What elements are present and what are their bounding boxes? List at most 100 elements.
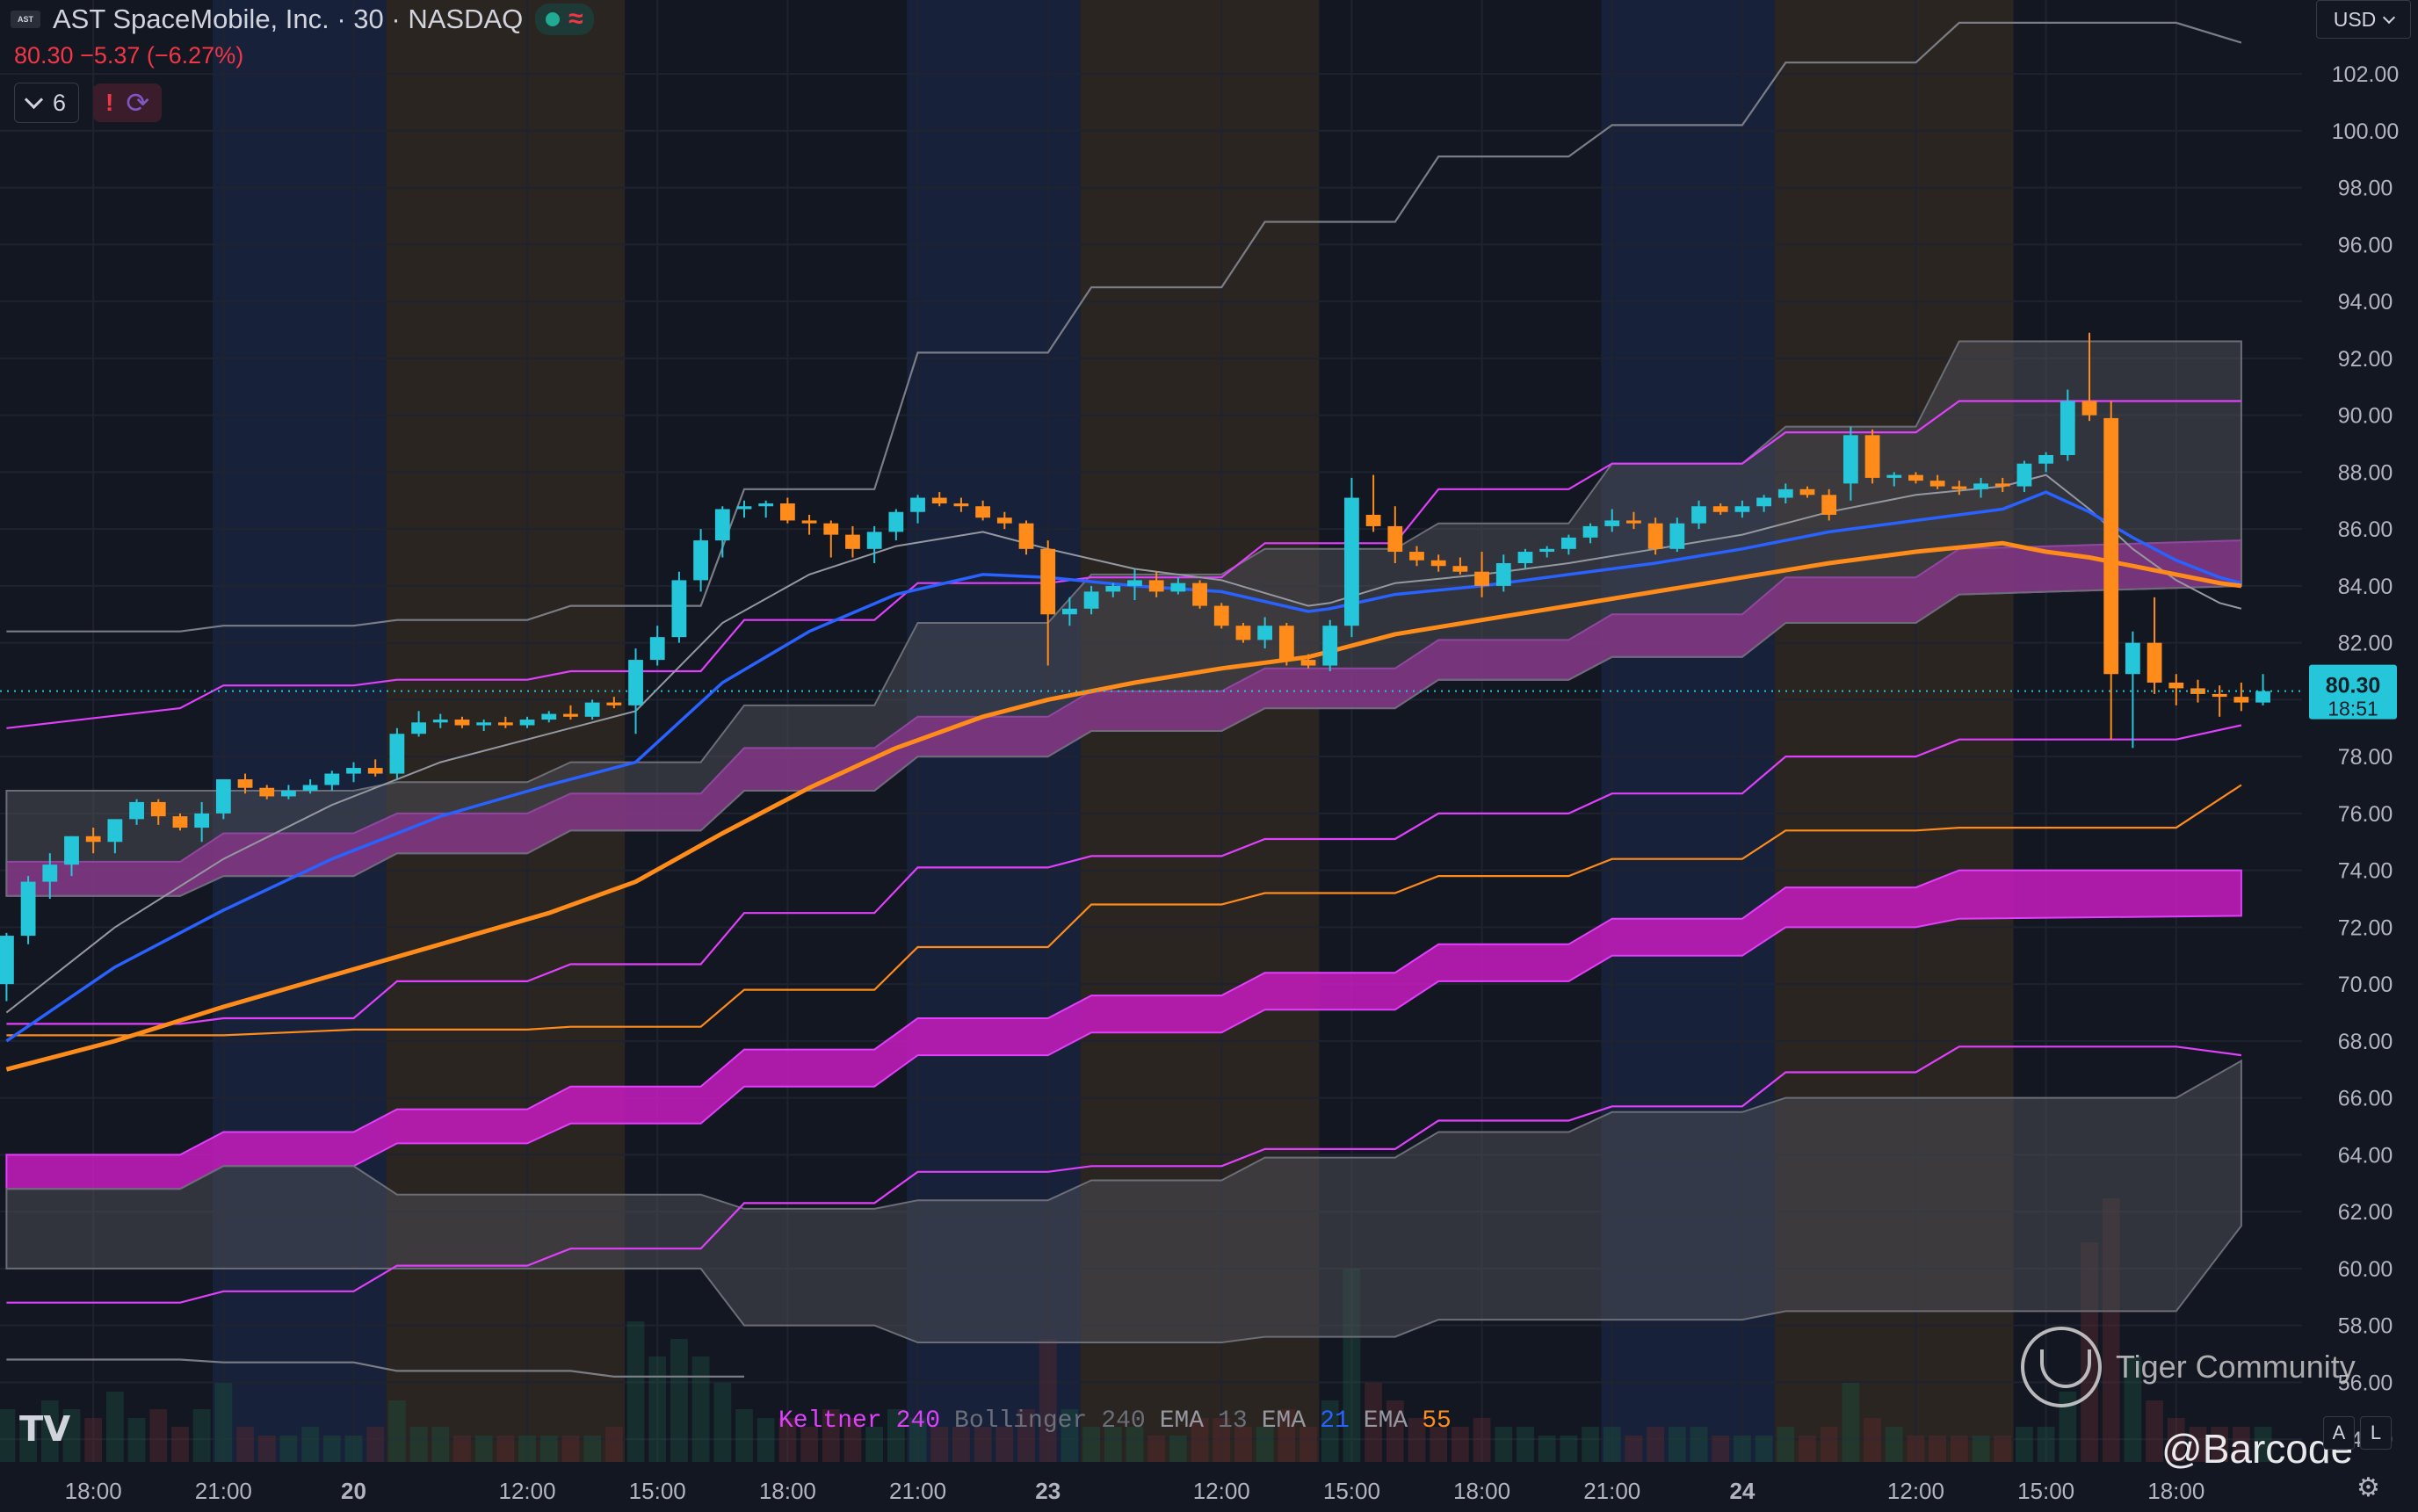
symbol-header[interactable]: AST AST SpaceMobile, Inc. · 30 · NASDAQ … bbox=[11, 4, 594, 35]
auto-scale-button[interactable]: A bbox=[2323, 1416, 2355, 1450]
community-name: Tiger Community bbox=[2116, 1349, 2356, 1385]
time-tick-label: 21:00 bbox=[889, 1478, 946, 1504]
candle-body bbox=[519, 720, 535, 726]
volume-bar bbox=[1755, 1436, 1773, 1462]
candle-body bbox=[1018, 523, 1034, 549]
candle-body bbox=[584, 702, 600, 717]
band-line bbox=[6, 724, 2242, 1025]
candle-body bbox=[1105, 585, 1121, 592]
time-tick-label: 18:00 bbox=[1453, 1478, 1510, 1504]
candle-body bbox=[497, 722, 513, 726]
volume-bar bbox=[1972, 1436, 1990, 1462]
indicators-collapse-button[interactable]: 6 bbox=[14, 83, 80, 123]
candle-body bbox=[1560, 537, 1576, 549]
volume-bar bbox=[1820, 1427, 1838, 1462]
candle-body bbox=[541, 713, 557, 720]
time-axis[interactable]: 18:00 21:00 20 12:00 15:00 18:00 21:00 23 12:00 1… bbox=[0, 1462, 2418, 1508]
settings-gear-icon[interactable]: ⚙ bbox=[2356, 1473, 2380, 1502]
scale-mode-buttons: A L bbox=[2323, 1416, 2392, 1450]
volume-bar bbox=[1885, 1427, 1903, 1462]
volume-bar bbox=[1386, 1400, 1404, 1462]
volume-bar bbox=[19, 1418, 37, 1462]
candle-body bbox=[1235, 626, 1251, 640]
price-tick-label: 90.00 bbox=[2338, 404, 2393, 429]
candle-body bbox=[2081, 401, 2097, 416]
candle-body bbox=[2016, 463, 2032, 487]
time-tick-label: 15:00 bbox=[1323, 1478, 1380, 1504]
candle-body bbox=[1430, 560, 1446, 567]
volume-bar bbox=[62, 1409, 81, 1462]
price-tick-label: 96.00 bbox=[2338, 233, 2393, 257]
candle-body bbox=[2125, 642, 2140, 675]
ema13-line bbox=[5, 474, 2242, 1014]
market-status-pill[interactable]: ≈ bbox=[535, 4, 594, 35]
symbol-title[interactable]: AST SpaceMobile, Inc. · 30 · NASDAQ bbox=[53, 4, 524, 34]
volume-bar bbox=[127, 1418, 146, 1462]
volume-bar bbox=[1603, 1427, 1621, 1462]
candle-body bbox=[281, 790, 296, 797]
candle-body bbox=[1864, 435, 1880, 478]
band-line bbox=[6, 1045, 2242, 1304]
legend-ema21-value: 21 bbox=[1320, 1407, 1350, 1435]
legend-ema13-value: 13 bbox=[1218, 1407, 1248, 1435]
volume-bar bbox=[1907, 1436, 1925, 1462]
volume-bar bbox=[171, 1427, 189, 1462]
candlesticks[interactable] bbox=[0, 332, 2270, 1002]
time-tick-label: 18:00 bbox=[2147, 1478, 2204, 1504]
candle-body bbox=[1929, 481, 1945, 487]
candle-body bbox=[1539, 548, 1555, 553]
volume-bar bbox=[626, 1321, 645, 1462]
band-line bbox=[6, 21, 2242, 633]
candle-body bbox=[1257, 626, 1273, 640]
candle-body bbox=[1062, 608, 1077, 615]
alert-pill[interactable]: ! ⟳ bbox=[93, 83, 163, 122]
log-scale-button[interactable]: L bbox=[2360, 1416, 2392, 1450]
candle-body bbox=[1452, 566, 1468, 572]
candle-body bbox=[1083, 591, 1099, 609]
ema55-line bbox=[5, 540, 2242, 1072]
chevron-down-icon bbox=[24, 90, 44, 109]
volume-bar bbox=[800, 1427, 818, 1462]
candle-body bbox=[779, 503, 795, 521]
volume-bar bbox=[40, 1400, 59, 1462]
price-axis[interactable]: 54.0056.0058.0060.0062.0064.0066.0068.00… bbox=[2302, 0, 2418, 1508]
volume-bar bbox=[2059, 1392, 2077, 1462]
volume-bar bbox=[236, 1427, 254, 1462]
volume-bar bbox=[1842, 1383, 1860, 1462]
candle-body bbox=[563, 713, 578, 717]
candle-body bbox=[1604, 520, 1620, 526]
candle-body bbox=[64, 836, 79, 865]
candle-body bbox=[1842, 435, 1858, 484]
price-tick-label: 62.00 bbox=[2338, 1200, 2393, 1225]
volume-bar bbox=[2232, 1427, 2250, 1462]
time-tick-label: 24 bbox=[1729, 1478, 1755, 1504]
time-tick-label: 21:00 bbox=[195, 1478, 252, 1504]
time-tick-label: 12:00 bbox=[1193, 1478, 1250, 1504]
candle-body bbox=[367, 768, 383, 774]
time-tick-label: 20 bbox=[341, 1478, 366, 1504]
price-tick-label: 94.00 bbox=[2338, 290, 2393, 315]
candle-body bbox=[129, 801, 144, 820]
candle-body bbox=[1821, 495, 1837, 515]
volume-bar bbox=[1777, 1427, 1795, 1462]
legend-bollinger-name: Bollinger bbox=[954, 1407, 1088, 1435]
volume-bar bbox=[105, 1392, 124, 1462]
currency-selector[interactable]: USD bbox=[2316, 0, 2411, 39]
candle-body bbox=[259, 787, 275, 797]
price-tick-label: 102.00 bbox=[2332, 62, 2399, 87]
candle-body bbox=[476, 722, 492, 726]
price-tick-label: 98.00 bbox=[2338, 177, 2393, 201]
volume-bar bbox=[1452, 1427, 1469, 1462]
volume-bar bbox=[1712, 1436, 1730, 1462]
volume-bar bbox=[995, 1427, 1014, 1462]
candle-body bbox=[975, 506, 991, 518]
tradingview-logo[interactable]: 𝗧𝗩 bbox=[19, 1410, 71, 1449]
candle-body bbox=[324, 773, 340, 785]
volume-bar bbox=[2124, 1356, 2142, 1462]
candle-body bbox=[1951, 486, 1967, 489]
volume-bar bbox=[865, 1427, 884, 1462]
candle-body bbox=[346, 768, 361, 774]
volume-bar bbox=[2037, 1427, 2055, 1462]
